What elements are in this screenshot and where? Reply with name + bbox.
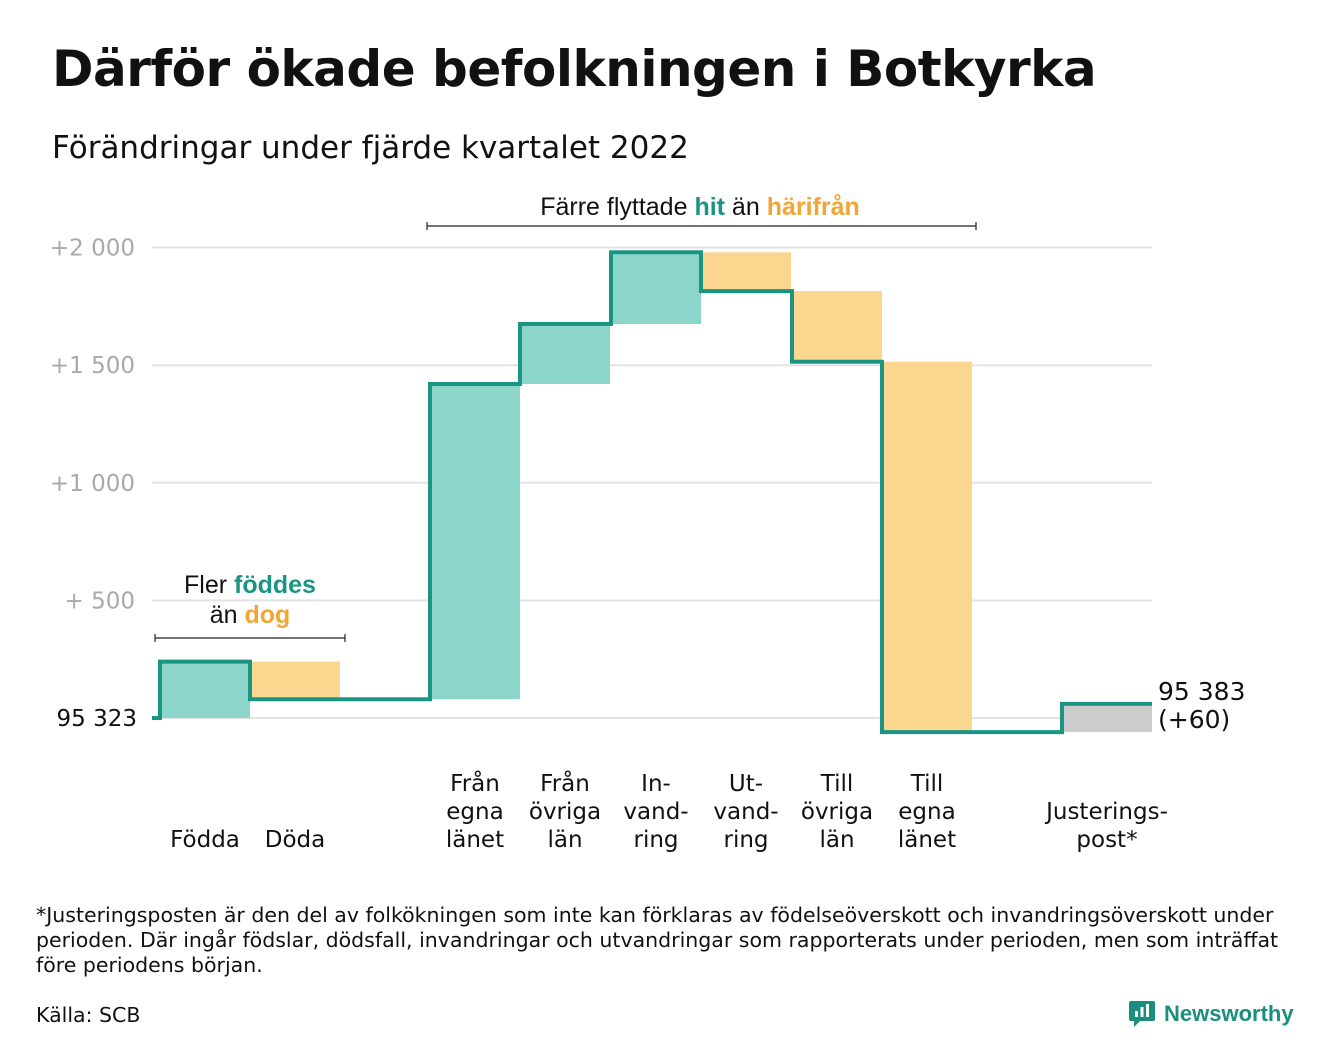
y-tick-label: +1 000 <box>50 471 135 497</box>
brand-name: Newsworthy <box>1164 1001 1294 1026</box>
category-label: ring <box>723 827 768 853</box>
waterfall-bar <box>1062 703 1152 733</box>
category-label: övriga <box>801 799 873 825</box>
category-label: län <box>819 827 854 853</box>
left-group-annotation-line2: än dog <box>210 601 291 629</box>
category-label: övriga <box>529 799 601 825</box>
category-label: Från <box>540 769 590 797</box>
y-tick-label: +2 000 <box>50 236 135 262</box>
annotations: Färre flyttade hit än härifrån Fler födde… <box>154 193 977 642</box>
y-tick-label: + 500 <box>65 588 135 614</box>
category-label: Från <box>450 769 500 797</box>
category-label: län <box>547 827 582 853</box>
brand-logo: Newsworthy <box>1128 997 1294 1031</box>
waterfall-bar <box>250 661 340 700</box>
waterfall-bar <box>611 252 701 325</box>
waterfall-bar <box>792 291 882 362</box>
waterfall-bar <box>882 361 972 733</box>
category-label: Till <box>910 771 944 797</box>
waterfall-chart: + 500 +1 000 +1 500 +2 000 Färre flyttade h… <box>50 193 1246 853</box>
category-label: post* <box>1076 827 1137 853</box>
category-label: länet <box>898 827 956 853</box>
waterfall-bar <box>701 252 791 292</box>
cumulative-step-line <box>152 250 1152 735</box>
step-line-layer <box>152 250 1152 735</box>
category-label: Justerings- <box>1044 799 1168 825</box>
gridlines: + 500 +1 000 +1 500 +2 000 <box>50 236 1152 719</box>
category-label: ring <box>633 827 678 853</box>
chart-subtitle: Förändringar under fjärde kvartalet 2022 <box>52 130 689 166</box>
base-value-label: 95 323 <box>57 706 137 732</box>
bars <box>160 252 1152 733</box>
newsworthy-logo-icon <box>1129 1001 1155 1027</box>
category-label: In- <box>641 771 671 797</box>
category-label: egna <box>898 799 955 825</box>
category-label: egna <box>446 799 503 825</box>
top-group-annotation: Färre flyttade hit än härifrån <box>540 193 860 221</box>
category-label: vand- <box>713 799 778 825</box>
footnote: *Justeringsposten är den del av folkökni… <box>36 903 1279 977</box>
y-tick-label: +1 500 <box>50 353 135 379</box>
category-label: vand- <box>623 799 688 825</box>
chart-title: Därför ökade befolkningen i Botkyrka <box>52 40 1097 98</box>
source-note: Källa: SCB <box>36 1003 141 1027</box>
category-label: Till <box>820 771 854 797</box>
end-change-label: (+60) <box>1158 705 1230 734</box>
category-label: Ut- <box>729 771 763 797</box>
left-group-annotation-line1: Fler föddes <box>184 571 316 599</box>
waterfall-bar <box>160 661 250 718</box>
end-value-label: 95 383 <box>1158 677 1245 706</box>
category-label: länet <box>446 827 504 853</box>
waterfall-bar <box>520 324 610 385</box>
waterfall-bar <box>430 384 520 700</box>
category-label: Födda <box>170 827 240 853</box>
category-label: Döda <box>265 827 325 853</box>
